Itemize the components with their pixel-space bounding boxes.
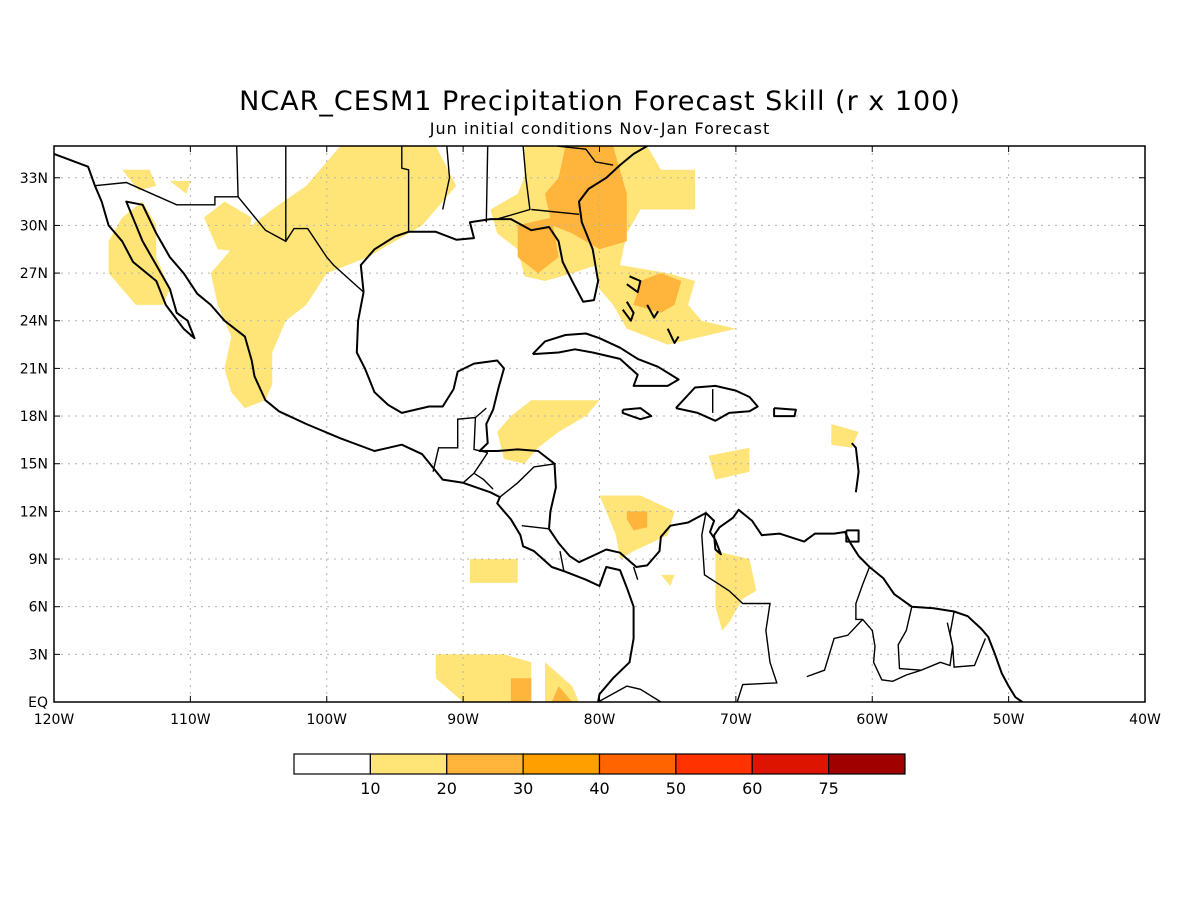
border-23: [557, 146, 614, 166]
border-16: [236, 146, 239, 197]
colorbar-label-2: 30: [513, 779, 533, 798]
lat-tick-label-10: 30N: [20, 218, 48, 234]
lon-tick-label-3: 90W: [447, 712, 479, 728]
coastline-7: [845, 529, 860, 543]
gridlines: [54, 146, 1145, 702]
coastline-3: [531, 332, 680, 387]
lat-tick-label-6: 18N: [20, 409, 48, 425]
coastlines: [54, 146, 1023, 702]
colorbar-label-5: 60: [742, 779, 762, 798]
skill-region-11: [626, 511, 648, 531]
lat-tick-label-3: 9N: [29, 552, 48, 568]
coastline-5: [621, 407, 653, 421]
colorbar-label-3: 40: [589, 779, 609, 798]
border-0: [94, 181, 365, 293]
skill-region-3: [122, 169, 157, 191]
coastline-11: [666, 328, 680, 344]
skill-region-8: [633, 273, 682, 313]
lat-tick-label-8: 24N: [20, 314, 48, 330]
map-subtitle: Jun initial conditions Nov-Jan Forecast: [429, 119, 771, 138]
coastline-9: [621, 301, 635, 322]
colorbar-swatch-7: [828, 753, 906, 775]
colorbar-label-6: 75: [818, 779, 838, 798]
lat-tick-label-4: 12N: [20, 504, 48, 520]
skill-region-7: [517, 217, 559, 274]
lon-tick-label-8: 40W: [1129, 712, 1161, 728]
border-21: [497, 146, 531, 220]
coastline-6: [773, 407, 797, 418]
border-13: [949, 611, 987, 668]
skill-region-1: [204, 201, 252, 253]
colorbar-swatch-4: [598, 753, 677, 775]
lat-tick-label-7: 21N: [20, 361, 48, 377]
coastline-4: [675, 384, 759, 422]
border-2: [473, 417, 488, 454]
border-22: [531, 208, 580, 215]
skill-shading-layer: [108, 146, 859, 702]
border-12: [897, 606, 954, 671]
colorbar-label-1: 20: [437, 779, 457, 798]
skill-region-13: [831, 424, 859, 448]
border-8: [632, 566, 639, 580]
colorbar-swatch-3: [522, 753, 601, 775]
lat-tick-label-5: 15N: [20, 457, 48, 473]
skill-region-9: [497, 400, 600, 464]
coastline-1: [359, 146, 648, 303]
colorbar: 10 20 30 40 50 60 75: [293, 753, 906, 798]
border-9: [597, 685, 662, 702]
lat-tick-label-0: EQ: [28, 695, 48, 711]
colorbar-swatch-2: [446, 753, 524, 775]
border-4: [473, 452, 489, 474]
border-7: [559, 550, 565, 572]
lon-tick-label-4: 80W: [584, 712, 616, 728]
colorbar-label-4: 50: [666, 779, 686, 798]
skill-region-0: [210, 146, 457, 409]
colorbar-swatch-1: [369, 753, 448, 775]
colorbar-swatch-5: [675, 753, 753, 775]
lon-tick-label-7: 50W: [993, 712, 1025, 728]
skill-region-16: [435, 654, 532, 702]
lon-tick-label-0: 120W: [34, 712, 75, 728]
skill-region-18: [545, 662, 579, 702]
coastline-8: [626, 275, 642, 294]
map-title: NCAR_CESM1 Precipitation Forecast Skill …: [239, 86, 961, 117]
skill-region-20: [660, 574, 675, 586]
lat-tick-label-2: 6N: [29, 600, 48, 616]
border-11: [855, 566, 922, 683]
border-19: [442, 146, 451, 210]
skill-region-14: [715, 551, 757, 631]
lon-tick-label-5: 70W: [720, 712, 752, 728]
border-20: [485, 146, 489, 223]
colorbar-swatch-6: [751, 753, 830, 775]
lon-tick-label-6: 60W: [856, 712, 888, 728]
border-3: [462, 472, 494, 490]
lon-tick-label-1: 110W: [170, 712, 211, 728]
skill-region-4: [169, 180, 191, 194]
coastline-2: [355, 291, 1023, 702]
skill-region-17: [510, 678, 532, 702]
lat-tick-label-11: 33N: [20, 171, 48, 187]
lon-tick-label-2: 100W: [306, 712, 347, 728]
border-6: [521, 525, 550, 530]
axis-ticks: 120W 110W 100W 90W 80W 70W 60W 50W 40W EQ 3N 6N 9N 12…: [20, 146, 1161, 728]
skill-region-6: [545, 146, 627, 250]
coastline-12: [851, 442, 860, 493]
colorbar-label-0: 10: [360, 779, 380, 798]
skill-region-12: [708, 447, 750, 480]
political-borders: [94, 146, 987, 702]
skill-region-15: [469, 559, 518, 583]
skill-region-19: [551, 686, 573, 702]
border-5: [499, 463, 557, 498]
lat-tick-label-1: 3N: [29, 647, 48, 663]
border-10: [701, 512, 778, 702]
lat-tick-label-9: 27N: [20, 266, 48, 282]
coastline-0: [54, 152, 635, 702]
colorbar-swatch-0: [293, 753, 371, 775]
border-1: [432, 407, 487, 472]
border-18: [401, 146, 410, 232]
coastline-10: [646, 304, 659, 319]
border-14: [806, 618, 864, 678]
